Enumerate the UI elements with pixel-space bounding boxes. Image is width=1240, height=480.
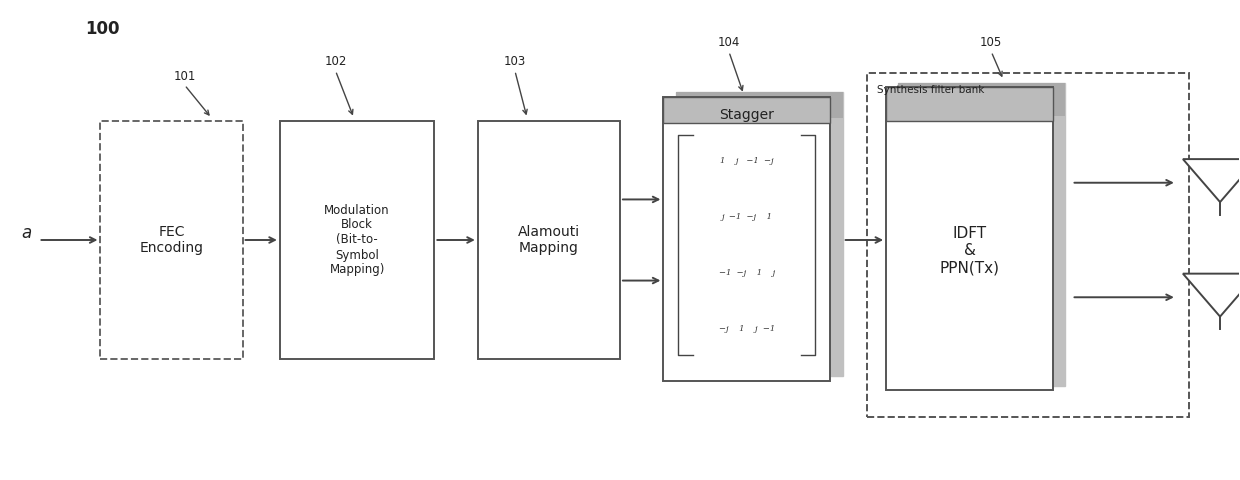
Bar: [676, 92, 843, 376]
Polygon shape: [1183, 274, 1240, 317]
Text: 104: 104: [718, 36, 740, 49]
Bar: [477, 120, 620, 360]
Polygon shape: [1183, 159, 1240, 202]
Text: IDFT
&
PPN(Tx): IDFT & PPN(Tx): [940, 226, 999, 276]
Bar: [868, 73, 1189, 417]
Text: 1    j   −1  −j: 1 j −1 −j: [720, 156, 774, 165]
Text: $a$: $a$: [21, 224, 32, 242]
Bar: [898, 83, 1065, 116]
Text: 105: 105: [980, 36, 1002, 49]
Text: Alamouti
Mapping: Alamouti Mapping: [518, 225, 580, 255]
Text: j  −1  −j    1: j −1 −j 1: [722, 213, 773, 221]
Text: 101: 101: [174, 70, 196, 83]
Bar: [663, 97, 831, 123]
Bar: [280, 120, 434, 360]
Bar: [663, 97, 831, 381]
Text: 100: 100: [86, 21, 120, 38]
Text: 103: 103: [503, 55, 526, 68]
Text: Modulation
Block
(Bit-to-
Symbol
Mapping): Modulation Block (Bit-to- Symbol Mapping…: [325, 204, 389, 276]
Text: 102: 102: [324, 55, 347, 68]
Bar: [887, 87, 1053, 390]
Text: Synthesis filter bank: Synthesis filter bank: [878, 85, 985, 95]
Text: Stagger: Stagger: [719, 108, 774, 122]
Bar: [898, 83, 1065, 385]
Bar: [887, 87, 1053, 120]
Bar: [676, 92, 843, 118]
Text: −j    1    j  −1: −j 1 j −1: [719, 325, 775, 333]
Bar: [100, 120, 243, 360]
Text: −1  −j    1    j: −1 −j 1 j: [719, 269, 775, 277]
Text: FEC
Encoding: FEC Encoding: [140, 225, 203, 255]
